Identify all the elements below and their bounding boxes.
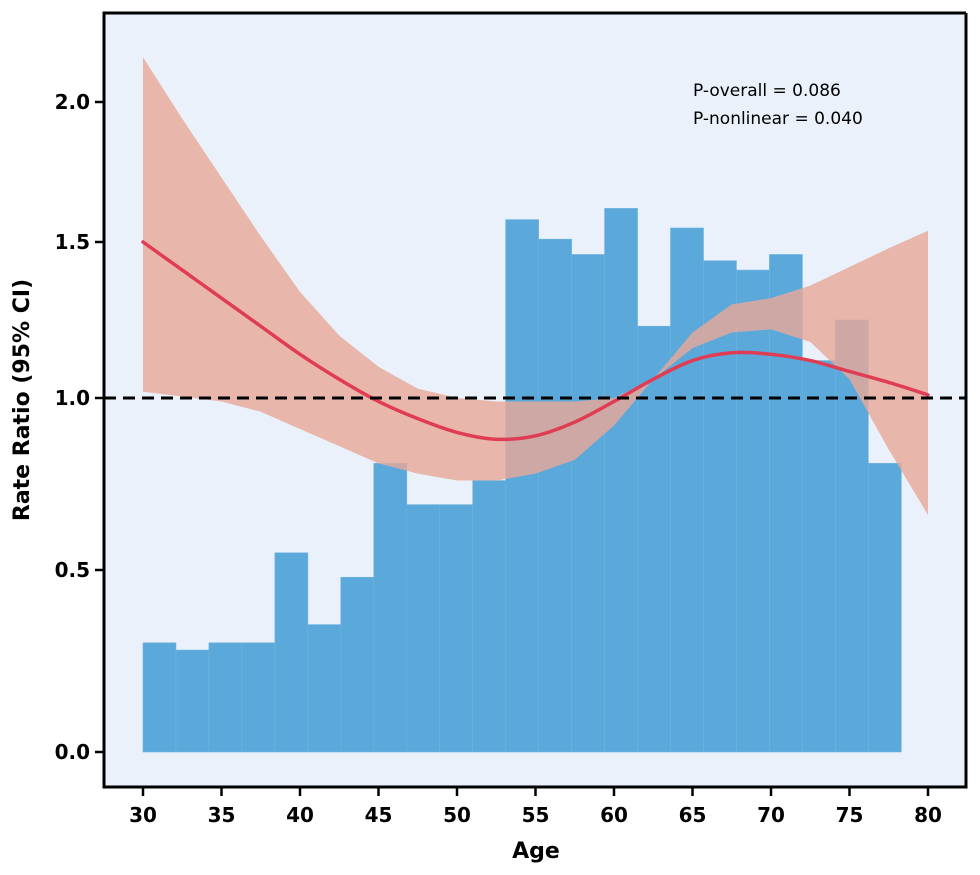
x-ticks: 30 35 40 45 50 55 60 65 70 75 80 [129, 787, 942, 827]
x-tick-label: 50 [443, 803, 471, 827]
histogram-bar-1 [143, 643, 176, 752]
x-tick-label: 55 [522, 803, 550, 827]
histogram-bar-11 [473, 481, 506, 752]
y-tick-label: 1.0 [55, 386, 90, 410]
histogram-bar-7 [341, 577, 374, 752]
chart-svg: 30 35 40 45 50 55 60 65 70 75 80 0.0 0.5 1.0 1.5 2.0 P… [0, 0, 980, 875]
x-axis-label: Age [512, 839, 560, 864]
x-tick-label: 70 [757, 803, 785, 827]
x-tick-label: 30 [129, 803, 157, 827]
histogram-bar-21 [802, 361, 835, 752]
histogram-bar-17 [671, 228, 704, 752]
histogram-bar-12 [506, 220, 539, 752]
x-tick-label: 80 [914, 803, 942, 827]
y-ticks: 0.0 0.5 1.0 1.5 2.0 [55, 90, 104, 764]
x-tick-label: 35 [208, 803, 236, 827]
histogram-bar-6 [308, 625, 341, 752]
y-tick-label: 2.0 [55, 90, 90, 114]
y-tick-label: 0.5 [55, 558, 90, 582]
histogram-bar-4 [242, 643, 275, 752]
histogram-bar-9 [407, 505, 440, 752]
histogram-bar-13 [539, 239, 572, 752]
histogram-bar-14 [572, 254, 605, 752]
x-tick-label: 75 [836, 803, 864, 827]
histogram-bar-8 [374, 463, 407, 752]
x-tick-label: 45 [365, 803, 393, 827]
histogram-bar-2 [176, 650, 209, 752]
p-overall-annotation: P-overall = 0.086 [693, 81, 841, 101]
histogram-bar-3 [209, 643, 242, 752]
histogram-bar-15 [605, 208, 638, 752]
x-tick-label: 40 [286, 803, 314, 827]
histogram-bar-5 [275, 553, 308, 752]
histogram-bar-23 [868, 463, 901, 752]
p-nonlinear-annotation: P-nonlinear = 0.040 [693, 109, 863, 129]
x-tick-label: 60 [600, 803, 628, 827]
y-tick-label: 0.0 [55, 740, 90, 764]
x-tick-label: 65 [679, 803, 707, 827]
y-axis-label: Rate Ratio (95% CI) [10, 279, 35, 521]
histogram-bar-10 [440, 505, 473, 752]
y-tick-label: 1.5 [55, 230, 90, 254]
histogram-bar-19 [736, 270, 769, 752]
